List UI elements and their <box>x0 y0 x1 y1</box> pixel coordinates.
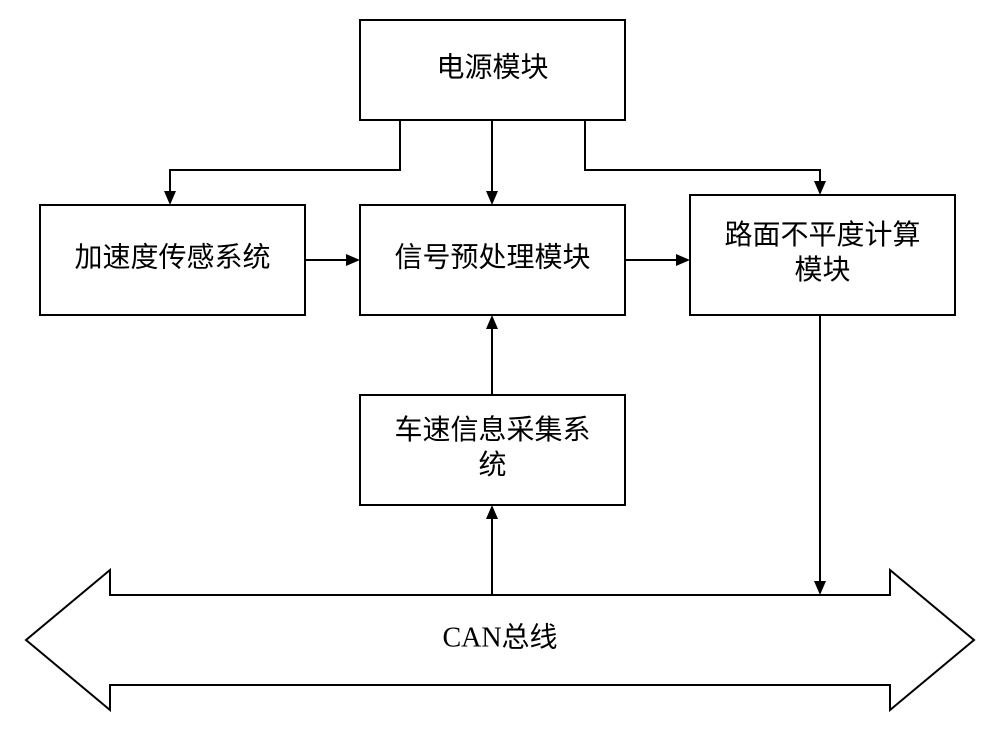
bus-label: CAN总线 <box>442 621 557 653</box>
node-label: 模块 <box>794 254 850 286</box>
node-label: 车速信息采集系 <box>394 414 590 446</box>
node-label: 电源模块 <box>436 51 548 83</box>
node-label: 统 <box>478 449 506 481</box>
node-label: 加速度传感系统 <box>74 241 270 273</box>
node-label: 路面不平度计算 <box>724 219 920 251</box>
node-label: 信号预处理模块 <box>394 241 590 273</box>
